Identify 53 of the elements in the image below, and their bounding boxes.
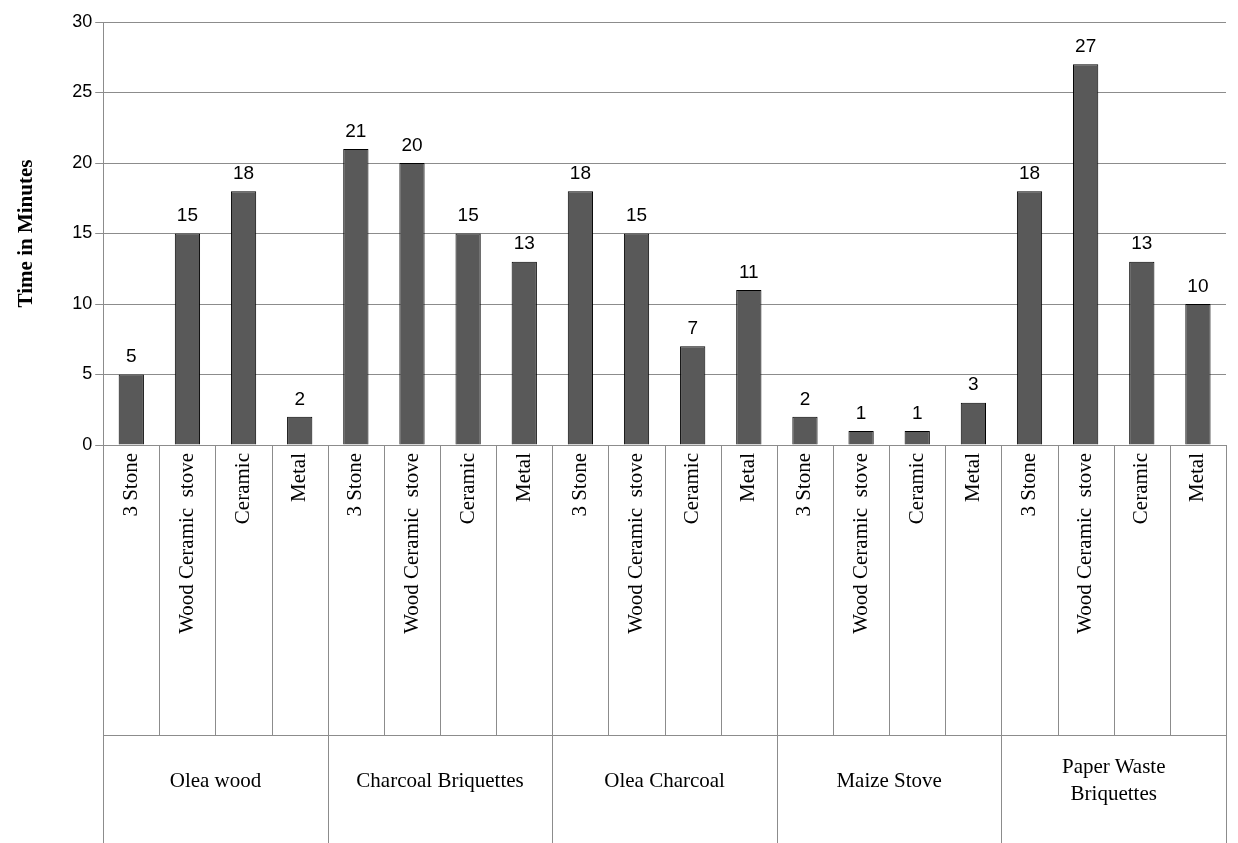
x-tick-label: Wood Ceramic stove [623,453,648,634]
x-tick-label: 3 Stone [342,453,367,517]
data-label: 1 [911,401,923,423]
y-axis-title: Time in Minutes [13,159,38,308]
data-label: 18 [1018,161,1041,183]
data-label: 5 [126,345,137,367]
x-tick-label: Ceramic [454,453,479,525]
data-label: 27 [1075,35,1097,57]
data-label: 3 [968,373,979,395]
text: Charcoal Briquettes [356,767,524,792]
y-tick-label: 30 [72,10,93,31]
data-label: 18 [569,161,591,183]
x-tick-label: Wood Ceramic stove [1072,453,1097,634]
data-label: 7 [687,317,698,339]
x-tick-label: Metal [510,452,535,502]
x-tick-label: Wood Ceramic stove [173,453,198,634]
data-label: 1 [855,401,867,423]
y-tick-label: 15 [72,222,93,243]
data-label: 18 [233,161,255,183]
x-tick-label: Metal [286,452,311,502]
data-label: 20 [401,133,423,155]
data-label: 11 [738,260,759,282]
x-tick-label: Ceramic [1128,453,1153,525]
data-label: 2 [799,387,811,409]
text: Olea wood [169,767,262,792]
data-label: 15 [625,204,648,226]
x-tick-label: Ceramic [679,453,704,525]
y-tick-label: 10 [72,292,93,313]
x-tick-label: Metal [1184,452,1209,502]
x-tick-label: Wood Ceramic stove [847,453,872,634]
x-tick-label: 3 Stone [117,453,142,517]
y-tick-label: 5 [82,363,93,384]
y-tick-label: 0 [82,433,93,454]
y-tick-label: 25 [72,81,93,102]
y-tick-label: 20 [72,151,93,172]
x-tick-label: Wood Ceramic stove [398,453,423,634]
x-tick-label: Ceramic [230,453,255,525]
data-label: 13 [1131,232,1153,254]
text: Paper Waste Briquettes [1061,754,1166,806]
data-label: 2 [294,387,305,409]
x-tick-label: Metal [735,452,760,502]
x-tick-label: 3 Stone [791,453,816,517]
data-label: 13 [513,232,535,254]
x-tick-label: Ceramic [903,453,928,525]
data-label: 15 [457,204,479,226]
text: Maize Stove [836,767,942,792]
data-label: 15 [176,204,198,226]
x-tick-label: 3 Stone [566,453,591,517]
x-tick-label: Metal [959,452,984,502]
text: Olea Charcoal [604,767,726,792]
data-label: 21 [345,119,367,141]
x-tick-label: 3 Stone [1016,453,1041,517]
data-label: 10 [1187,274,1209,296]
